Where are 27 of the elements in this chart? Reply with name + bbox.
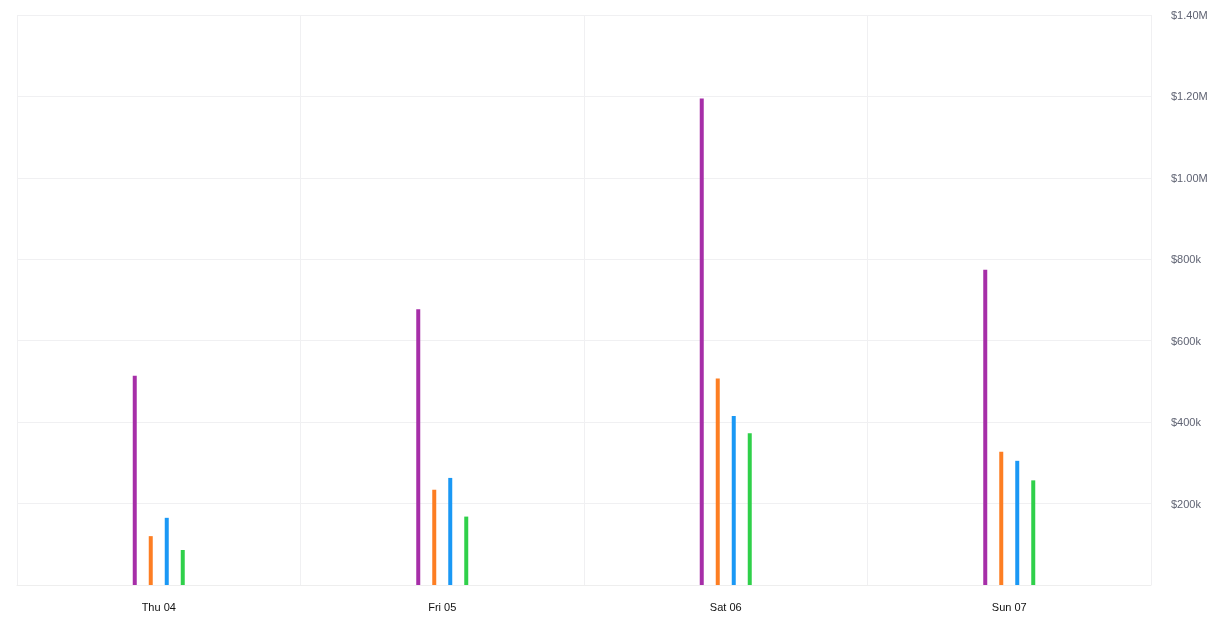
- bar: [132, 375, 137, 585]
- bar: [180, 549, 185, 585]
- y-tick-label: $1.40M: [1171, 9, 1208, 21]
- bar: [1015, 460, 1020, 585]
- x-tick-label: Sun 07: [991, 600, 1027, 613]
- bar: [432, 489, 437, 585]
- bar: [148, 536, 153, 585]
- bar: [464, 516, 469, 585]
- bar: [731, 416, 736, 585]
- bar: [1031, 480, 1036, 585]
- y-tick-label: $400k: [1171, 416, 1202, 429]
- bar: [699, 98, 704, 585]
- bar: [448, 477, 453, 585]
- x-tick-label: Sat 06: [709, 600, 742, 613]
- x-tick-label: Fri 05: [428, 600, 457, 613]
- y-tick-label: $200k: [1171, 497, 1202, 510]
- y-tick-label: $1.00M: [1171, 171, 1208, 184]
- bar: [999, 451, 1004, 585]
- y-tick-label: $1.20M: [1171, 90, 1208, 103]
- y-tick-label: $600k: [1171, 334, 1202, 347]
- bar: [416, 309, 421, 585]
- bar: [747, 433, 752, 585]
- x-tick-label: Thu 04: [141, 600, 176, 613]
- bar: [164, 517, 169, 585]
- y-tick-label: $800k: [1171, 253, 1202, 266]
- bar: [715, 378, 720, 585]
- bar: [983, 269, 988, 585]
